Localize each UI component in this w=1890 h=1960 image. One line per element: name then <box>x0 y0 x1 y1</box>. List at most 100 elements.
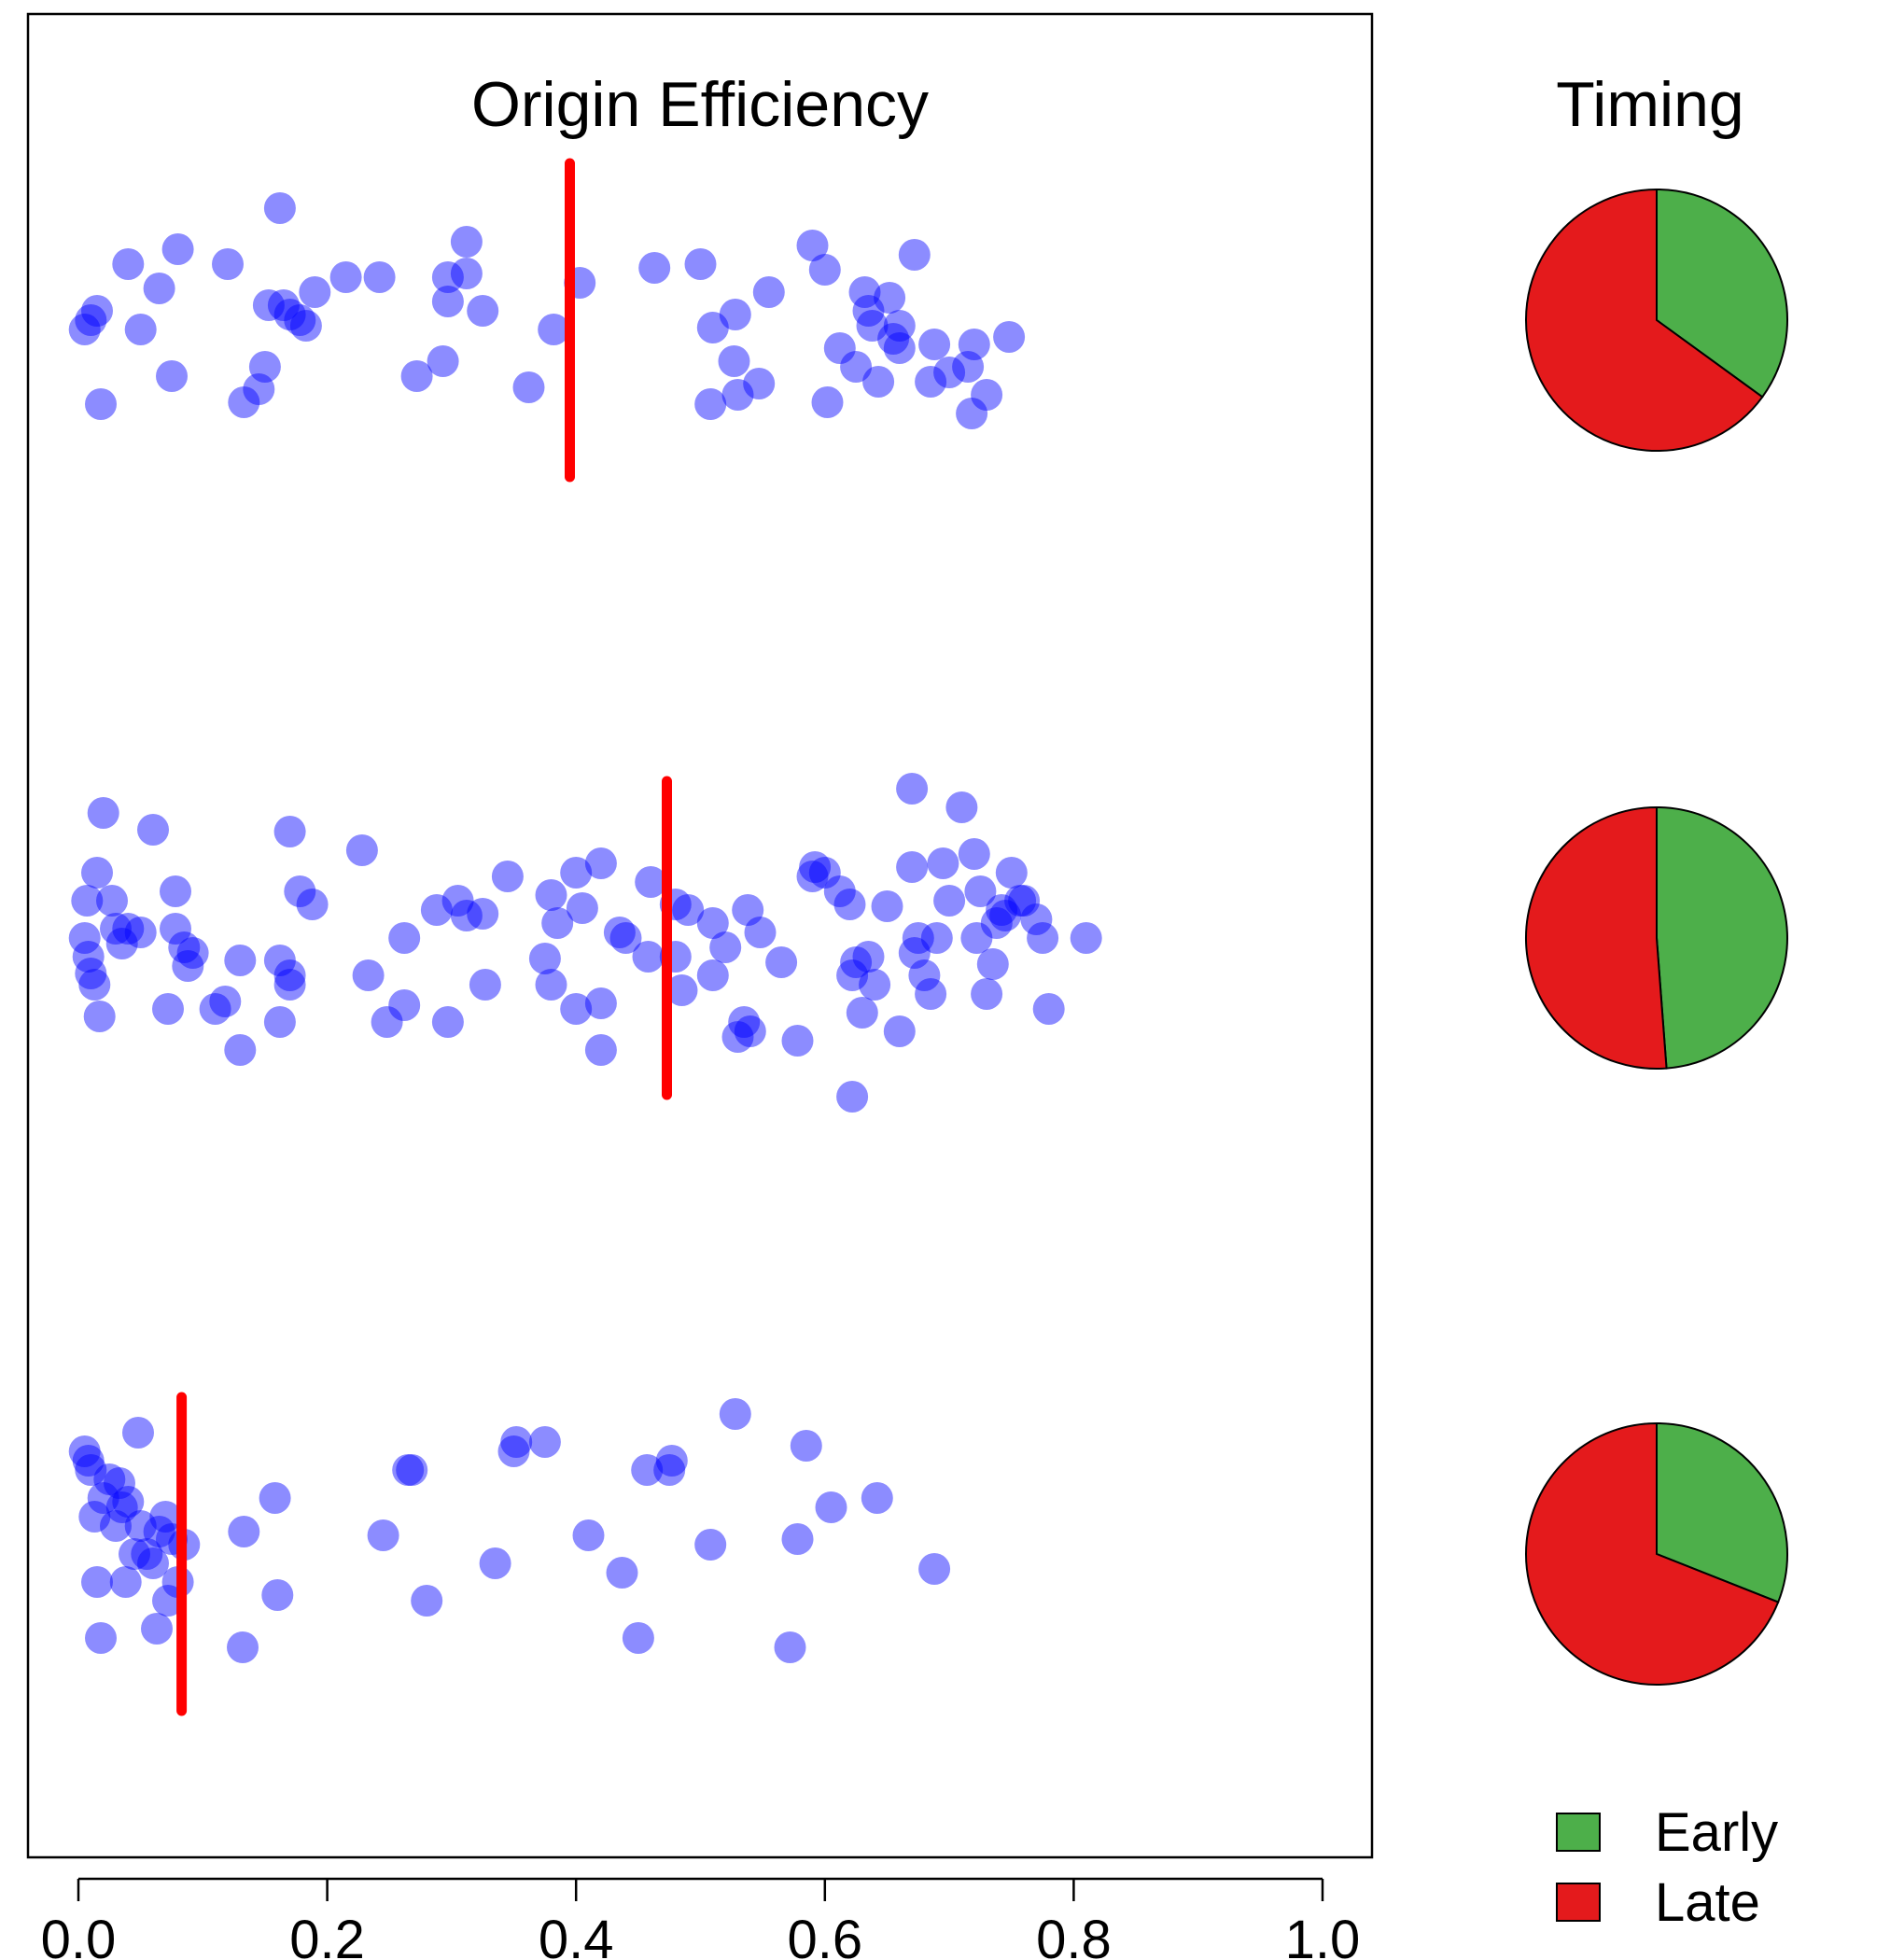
data-point <box>112 1486 145 1518</box>
data-point <box>284 304 316 336</box>
scatter-plot-title: Origin Efficiency <box>471 69 929 140</box>
data-point <box>584 987 617 1019</box>
data-point <box>420 894 453 926</box>
data-point <box>874 282 906 314</box>
data-point <box>100 1510 132 1542</box>
data-point <box>329 261 362 293</box>
data-point <box>224 1034 257 1066</box>
data-point <box>721 379 754 411</box>
data-point <box>212 248 244 280</box>
data-point <box>259 1482 291 1514</box>
data-point <box>871 890 903 922</box>
data-point <box>149 1501 182 1533</box>
data-point <box>774 1631 806 1663</box>
x-tick-label: 0.0 <box>41 1910 117 1960</box>
data-point <box>528 1426 561 1458</box>
data-point <box>296 889 329 920</box>
scatter-plot-frame <box>26 12 1374 1859</box>
data-point <box>958 329 990 360</box>
data-point <box>497 1435 530 1467</box>
data-point <box>450 258 483 289</box>
pie-slice-late <box>1525 188 1764 452</box>
timing-pie <box>1525 188 1788 452</box>
data-point <box>796 230 829 261</box>
data-point <box>560 993 593 1025</box>
data-point <box>431 261 464 293</box>
data-point <box>898 937 931 969</box>
pie-charts <box>1525 188 1788 1686</box>
data-point <box>980 907 1013 939</box>
legend-label-early: Early <box>1655 1802 1778 1863</box>
data-point <box>744 917 777 948</box>
data-point <box>632 941 665 973</box>
data-point <box>71 885 104 917</box>
data-point <box>1027 922 1059 954</box>
data-point <box>609 922 642 954</box>
data-point <box>68 922 101 954</box>
data-point <box>124 917 157 948</box>
data-point <box>846 997 878 1029</box>
data-point <box>289 310 322 342</box>
data-point <box>971 978 1003 1010</box>
data-point <box>728 1006 761 1038</box>
x-ticks: 0.0 0.2 0.4 0.6 0.8 1.0 <box>41 1879 1360 1960</box>
data-point <box>808 857 841 889</box>
data-point <box>248 351 281 383</box>
data-point <box>96 885 128 917</box>
data-point <box>781 1523 814 1555</box>
data-point <box>273 959 306 991</box>
data-point <box>694 1529 727 1561</box>
data-point <box>638 252 671 284</box>
data-point <box>467 898 499 930</box>
data-point <box>918 329 951 360</box>
data-point <box>732 894 764 926</box>
data-point <box>734 1015 766 1047</box>
data-point <box>160 875 191 907</box>
pie-panel-title: Timing <box>1556 69 1744 140</box>
data-point <box>584 847 617 879</box>
data-point <box>908 959 941 991</box>
data-point <box>388 922 421 954</box>
data-point <box>81 295 113 327</box>
data-point <box>560 857 593 889</box>
data-point <box>790 1430 822 1462</box>
data-point <box>450 900 483 931</box>
data-point <box>848 276 881 308</box>
data-point <box>299 276 331 308</box>
data-point <box>427 345 459 377</box>
data-point <box>199 993 231 1025</box>
data-point <box>631 1454 664 1486</box>
data-point <box>431 286 464 317</box>
legend-swatch-late <box>1556 1883 1601 1922</box>
data-point <box>896 851 929 883</box>
data-point <box>161 233 194 265</box>
data-point <box>75 304 107 336</box>
data-point <box>945 791 978 823</box>
data-point <box>883 1015 916 1047</box>
timing-pie <box>1525 1421 1788 1686</box>
data-point <box>224 945 257 976</box>
data-point <box>528 943 561 974</box>
data-point <box>684 248 717 280</box>
data-point <box>1070 922 1102 954</box>
x-tick-label: 0.8 <box>1036 1910 1112 1960</box>
data-point <box>877 323 910 355</box>
data-point <box>918 1553 951 1585</box>
data-point <box>81 857 113 889</box>
data-point <box>227 1631 259 1663</box>
data-point <box>209 986 242 1017</box>
data-point <box>352 959 385 991</box>
data-point <box>396 1454 428 1486</box>
data-point <box>836 1081 869 1113</box>
x-tick-label: 0.2 <box>289 1910 365 1960</box>
data-point <box>952 351 985 383</box>
data-point <box>273 299 306 330</box>
data-point <box>933 357 966 388</box>
data-point <box>87 797 119 829</box>
data-point <box>986 894 1018 926</box>
pie-slice-early <box>1656 188 1788 399</box>
data-point <box>976 948 1009 980</box>
data-point <box>105 1491 138 1523</box>
data-point <box>75 1454 107 1486</box>
data-point <box>584 1034 617 1066</box>
